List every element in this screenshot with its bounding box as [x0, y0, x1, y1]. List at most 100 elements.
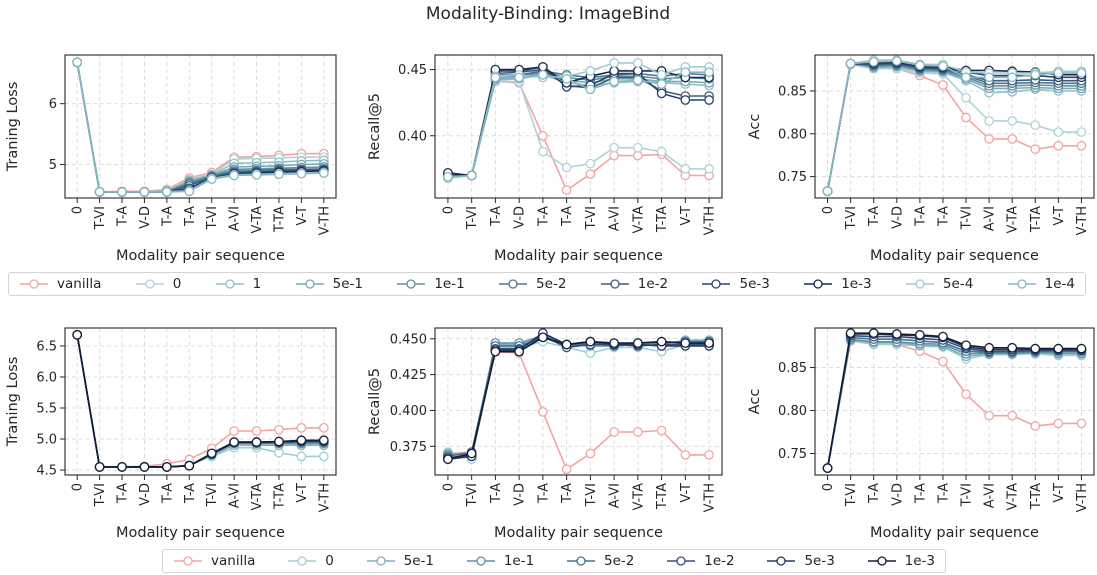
x-axis-label: Modality pair sequence: [116, 248, 285, 264]
x-tick-label: T-A: [560, 206, 575, 227]
legend-label: 1e-4: [1044, 276, 1075, 292]
x-tick-label: T-TA: [1029, 483, 1044, 510]
series-5e-3: [822, 57, 1087, 196]
x-tick-label: T-TA: [655, 206, 670, 233]
data-point: [117, 187, 127, 197]
legend-item-1e-1: 1e-1: [466, 553, 534, 569]
x-tick-label: T-A: [489, 206, 504, 227]
data-point: [656, 79, 667, 89]
data-point: [704, 450, 714, 460]
data-point: [466, 170, 477, 181]
legend-marker-icon: [288, 556, 317, 566]
legend-label: 5e-4: [942, 276, 974, 292]
legend-label: 1e-2: [637, 276, 669, 292]
legend-item-1e-4: 1e-4: [1007, 276, 1075, 292]
x-tick-label: V-TH: [703, 483, 718, 512]
x-tick-label: V-D: [513, 483, 528, 506]
x-tick-label: 0: [821, 206, 836, 214]
x-tick-label: V-TA: [250, 483, 265, 511]
data-point: [961, 92, 971, 103]
data-point: [117, 462, 127, 472]
x-tick-label: T-VI: [844, 206, 859, 230]
chart-panel-top-middle: 0.40 0.45 0 T-VI T-A V-D T-A T-A T-VI A-VI V-TA T-T…: [367, 54, 723, 264]
legend-item-1: 1: [215, 276, 262, 292]
series-line: [76, 334, 324, 468]
x-tick-label: T-A: [160, 483, 175, 504]
legend-label: 0: [172, 276, 182, 292]
legend-marker-icon: [174, 556, 202, 566]
x-tick-label: T-A: [936, 483, 951, 504]
y-tick-label: 5.5: [36, 402, 57, 417]
data-point: [585, 336, 596, 347]
x-tick-label: V-TH: [1075, 483, 1090, 512]
data-point: [184, 460, 195, 471]
series-1e-3: [822, 328, 1087, 473]
x-tick-label: T-VI: [584, 206, 599, 230]
series-line: [826, 339, 1082, 469]
data-point: [1030, 144, 1041, 155]
data-point: [868, 328, 879, 339]
series-vanilla: [72, 329, 329, 472]
data-point: [585, 169, 596, 180]
legend-label: 5e-2: [536, 276, 567, 292]
data-point: [609, 150, 619, 161]
data-point: [891, 329, 902, 339]
data-point: [1030, 120, 1041, 131]
y-tick-label: 0.450: [390, 332, 427, 347]
data-point: [656, 70, 667, 80]
y-tick-label: 6.5: [36, 339, 57, 354]
data-point: [318, 435, 329, 446]
data-point: [656, 336, 667, 347]
data-point: [609, 76, 619, 87]
series-5e-1: [72, 329, 329, 472]
x-tick-label: V-TA: [1006, 483, 1021, 511]
x-tick-label: V-D: [513, 206, 528, 229]
data-point: [680, 338, 691, 348]
x-tick-label: T-A: [560, 483, 575, 504]
chart-panel-bottom-right: 0.75 0.80 0.85 0 T-VI T-A V-D T-A T-A T-VI A-VI V-T…: [747, 327, 1095, 541]
data-point: [274, 169, 284, 180]
legend-marker-icon: [135, 279, 164, 289]
legend-label: 1: [252, 276, 262, 292]
legend-marker-icon: [215, 279, 244, 289]
series-line: [447, 336, 710, 460]
x-tick-label: V-TA: [250, 206, 265, 234]
data-point: [229, 437, 239, 447]
x-tick-label: T-VI: [465, 206, 480, 230]
x-tick-label: 0: [821, 483, 836, 491]
x-tick-label: V-TH: [317, 483, 332, 512]
data-point: [206, 174, 217, 184]
data-point: [296, 168, 307, 179]
data-point: [984, 410, 994, 421]
y-tick-label: 6: [49, 97, 57, 112]
data-point: [822, 186, 833, 196]
y-tick-label: 6.0: [36, 371, 57, 386]
x-tick-label: 0: [441, 206, 456, 214]
legend-item-5e-2: 5e-2: [498, 276, 566, 292]
data-point: [538, 332, 548, 343]
x-tick-label: T-VI: [465, 483, 480, 507]
series-1e-2: [72, 329, 329, 472]
series-line: [826, 336, 1082, 469]
x-tick-label: T-TA: [1029, 206, 1044, 233]
data-point: [1030, 69, 1041, 80]
x-tick-label: T-A: [116, 206, 131, 227]
x-tick-label: T-TA: [655, 483, 670, 510]
series-0: [822, 335, 1087, 473]
legend-label: 1e-1: [434, 276, 465, 292]
legend-marker-icon: [295, 279, 324, 289]
data-point: [1076, 68, 1087, 78]
data-point: [704, 95, 714, 105]
data-point: [318, 168, 329, 178]
data-point: [318, 423, 329, 433]
series-line: [76, 334, 324, 468]
legend-label: 1e-1: [503, 553, 535, 569]
x-tick-label: V-T: [1052, 206, 1067, 226]
data-point: [633, 427, 643, 437]
data-point: [1007, 72, 1018, 83]
chart-panel-top-left: 5 6 0 T-VI T-A V-D T-A T-A T-VI A-VI V-TA T-TA V-T V-…: [5, 54, 337, 264]
data-point: [609, 338, 619, 348]
x-tick-label: A-VI: [228, 206, 243, 231]
x-axis-label: Modality pair sequence: [494, 525, 663, 541]
x-tick-label: V-T: [679, 483, 694, 503]
